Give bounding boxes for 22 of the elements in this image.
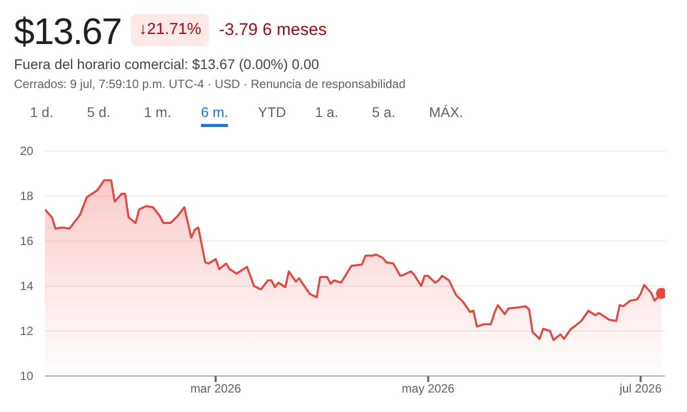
text: 1 d.	[30, 103, 54, 122]
text: ↓21.71%	[131, 14, 210, 46]
text: Cerrados: 9 jul, 7:59:10 p.m. UTC-4 · USD · Renuncia de responsabilidad	[14, 76, 406, 92]
y-tick-label: 20	[20, 144, 34, 158]
y-tick-label: 12	[20, 324, 34, 338]
text: 5 d.	[87, 103, 110, 122]
x-tick-label: jul 2026	[618, 382, 662, 396]
y-tick-label: 10	[20, 369, 34, 383]
text: 5 a.	[372, 103, 396, 122]
chart-title: $13.67	[14, 10, 122, 54]
text: MÁX.	[429, 103, 464, 122]
y-tick-label: 14	[20, 279, 34, 293]
y-tick-label: 18	[20, 189, 34, 203]
text: 1 m.	[144, 103, 172, 122]
chart-subtitle: Fuera del horario comercial: $13.67 (0.00%) 0.00	[14, 55, 320, 74]
y-tick-label: 16	[20, 234, 34, 248]
text: -3.79 6 meses	[219, 19, 327, 41]
x-tick-label: may 2026	[402, 382, 455, 396]
text: 1 a.	[315, 103, 338, 122]
text: 6 m.	[201, 102, 228, 127]
text: YTD	[258, 103, 286, 122]
x-tick-label: mar 2026	[190, 382, 242, 396]
